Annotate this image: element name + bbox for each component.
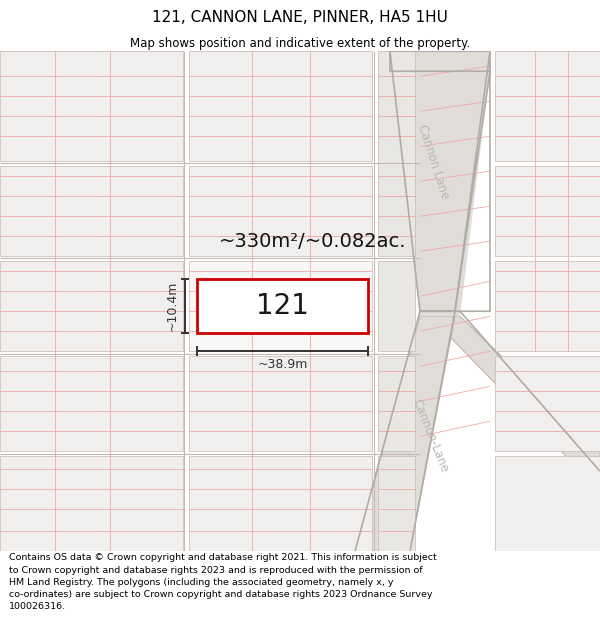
Text: Cannon Lane: Cannon Lane [415, 122, 451, 200]
Polygon shape [189, 456, 372, 551]
Polygon shape [378, 261, 415, 351]
Text: ~330m²/~0.082ac.: ~330m²/~0.082ac. [219, 232, 406, 251]
Text: 121: 121 [256, 292, 309, 320]
Polygon shape [495, 166, 600, 256]
Text: Cannon-Lane: Cannon-Lane [409, 398, 451, 475]
Polygon shape [378, 456, 415, 551]
Polygon shape [378, 51, 415, 256]
Polygon shape [0, 51, 183, 161]
Polygon shape [0, 456, 183, 551]
Polygon shape [390, 51, 490, 311]
Polygon shape [189, 51, 372, 161]
Text: ~10.4m: ~10.4m [166, 281, 179, 331]
Polygon shape [378, 356, 415, 451]
Polygon shape [495, 456, 600, 551]
Polygon shape [0, 261, 183, 351]
Polygon shape [495, 261, 600, 351]
Polygon shape [0, 356, 183, 451]
Polygon shape [430, 316, 600, 491]
Text: Contains OS data © Crown copyright and database right 2021. This information is : Contains OS data © Crown copyright and d… [9, 554, 437, 611]
Polygon shape [390, 51, 490, 316]
Text: ~38.9m: ~38.9m [257, 358, 308, 371]
Text: 121, CANNON LANE, PINNER, HA5 1HU: 121, CANNON LANE, PINNER, HA5 1HU [152, 10, 448, 25]
Polygon shape [495, 356, 600, 451]
Polygon shape [495, 51, 600, 161]
Polygon shape [355, 316, 455, 551]
Text: Map shows position and indicative extent of the property.: Map shows position and indicative extent… [130, 37, 470, 50]
Bar [197, 279, 368, 333]
Polygon shape [189, 356, 372, 451]
Polygon shape [0, 166, 183, 256]
Polygon shape [189, 261, 372, 351]
Polygon shape [189, 166, 372, 256]
